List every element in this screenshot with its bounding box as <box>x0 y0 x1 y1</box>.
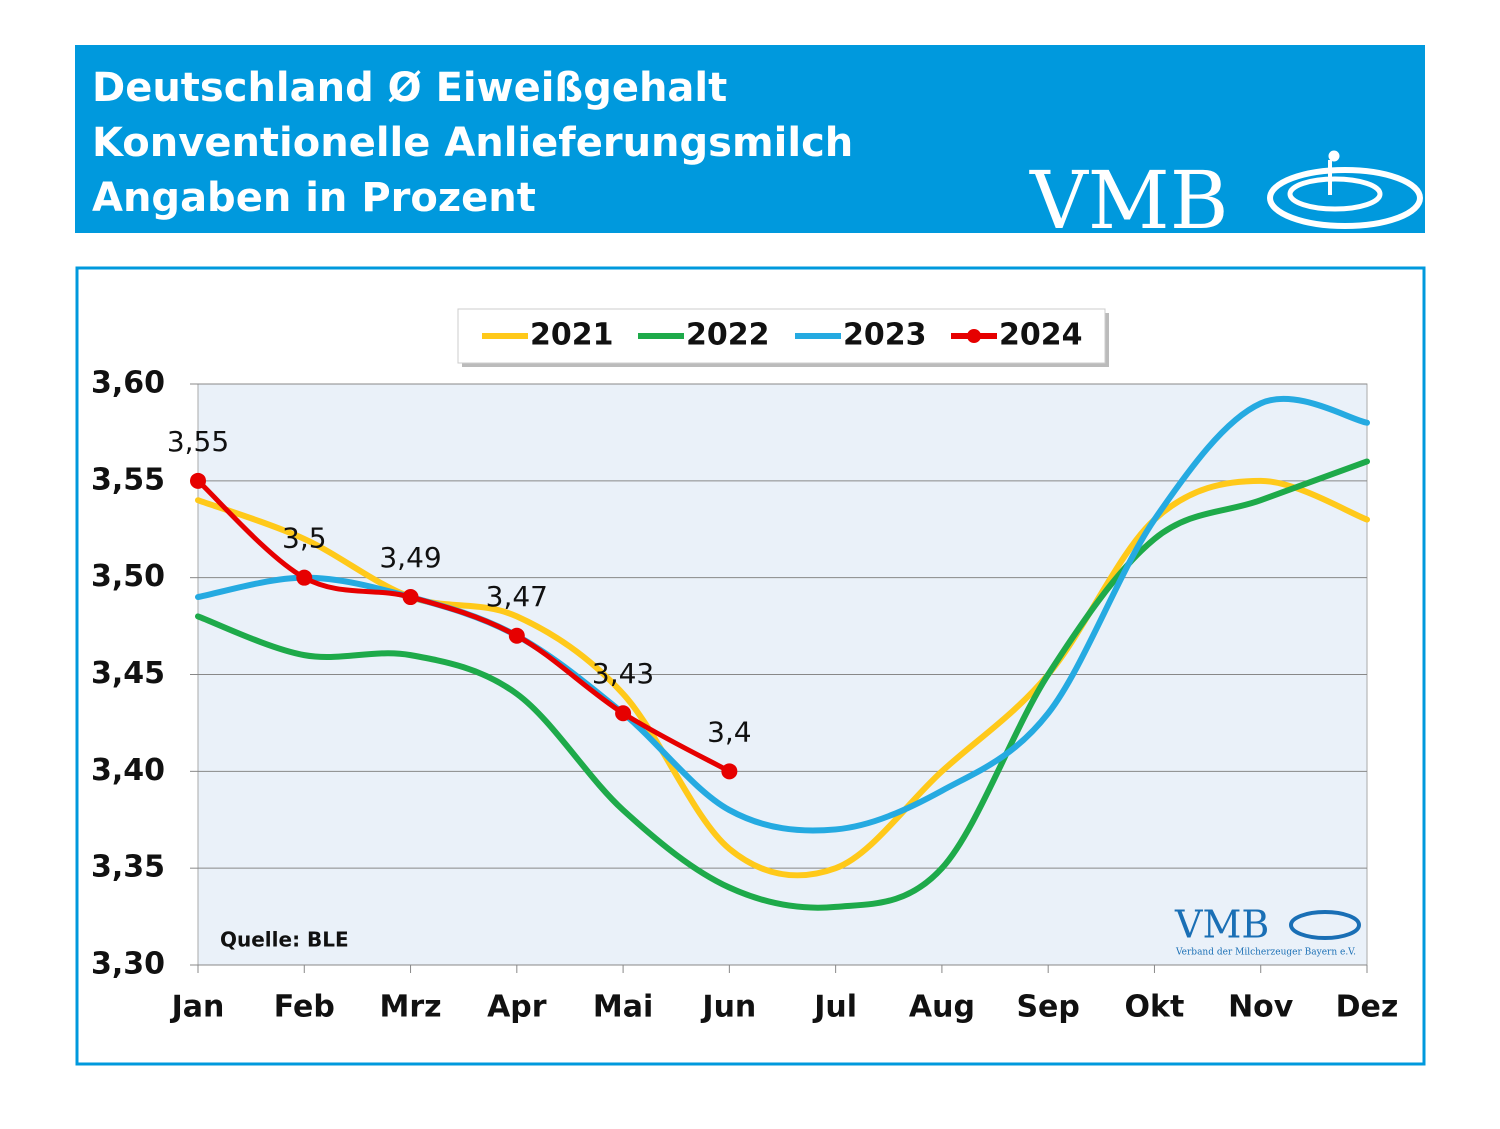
x-tick-label: Nov <box>1228 990 1294 1025</box>
y-tick-label: 3,55 <box>91 462 165 497</box>
data-label: 3,5 <box>282 522 327 555</box>
data-point <box>721 763 738 780</box>
legend-label: 2021 <box>530 318 614 353</box>
legend-label: 2022 <box>686 318 770 353</box>
x-tick-label: Aug <box>909 990 975 1025</box>
legend-label: 2024 <box>999 318 1083 353</box>
x-tick-label: Sep <box>1016 990 1079 1025</box>
series-line <box>195 478 732 774</box>
data-point <box>402 589 419 606</box>
header-logo: VMB <box>1029 154 1228 247</box>
data-label: 3,55 <box>167 425 229 458</box>
x-tick-label: Okt <box>1125 990 1185 1025</box>
y-tick-label: 3,40 <box>91 753 165 788</box>
x-tick-label: Feb <box>274 990 335 1025</box>
x-tick-label: Mrz <box>379 990 441 1025</box>
legend-marker <box>967 329 981 343</box>
legend-box <box>457 308 1106 364</box>
source-note: Quelle: BLE <box>220 928 349 952</box>
header-line: Angaben in Prozent <box>92 175 536 221</box>
watermark-swoosh <box>1289 910 1361 940</box>
watermark-logo: VMB <box>1174 903 1269 947</box>
data-point <box>615 705 632 722</box>
data-point <box>296 569 313 586</box>
x-tick-label: Jul <box>812 990 857 1025</box>
x-tick-label: Dez <box>1336 990 1399 1025</box>
x-tick-label: Apr <box>487 990 547 1025</box>
data-label: 3,47 <box>486 580 548 613</box>
x-tick-label: Jun <box>700 990 756 1025</box>
watermark-text: Verband der Milcherzeuger Bayern e.V. <box>1175 948 1356 958</box>
series-line <box>195 458 1370 911</box>
x-tick-label: Mai <box>593 990 653 1025</box>
header-line: Konventionelle Anlieferungsmilch <box>92 120 853 166</box>
data-label: 3,49 <box>379 541 441 574</box>
y-tick-label: 3,30 <box>91 947 165 982</box>
logo-swoosh <box>1267 150 1423 229</box>
header-band <box>75 45 1425 233</box>
y-tick-label: 3,50 <box>91 559 165 594</box>
x-tick-label: Jan <box>170 990 225 1025</box>
data-label: 3,43 <box>592 657 654 690</box>
header-line: Deutschland Ø Eiweißgehalt <box>92 65 727 111</box>
data-point <box>508 627 525 644</box>
data-point <box>190 472 206 489</box>
legend-label: 2023 <box>843 318 927 353</box>
data-label: 3,4 <box>707 715 752 748</box>
y-tick-label: 3,35 <box>91 850 165 885</box>
y-tick-label: 3,45 <box>91 656 165 691</box>
y-tick-label: 3,60 <box>91 366 165 401</box>
